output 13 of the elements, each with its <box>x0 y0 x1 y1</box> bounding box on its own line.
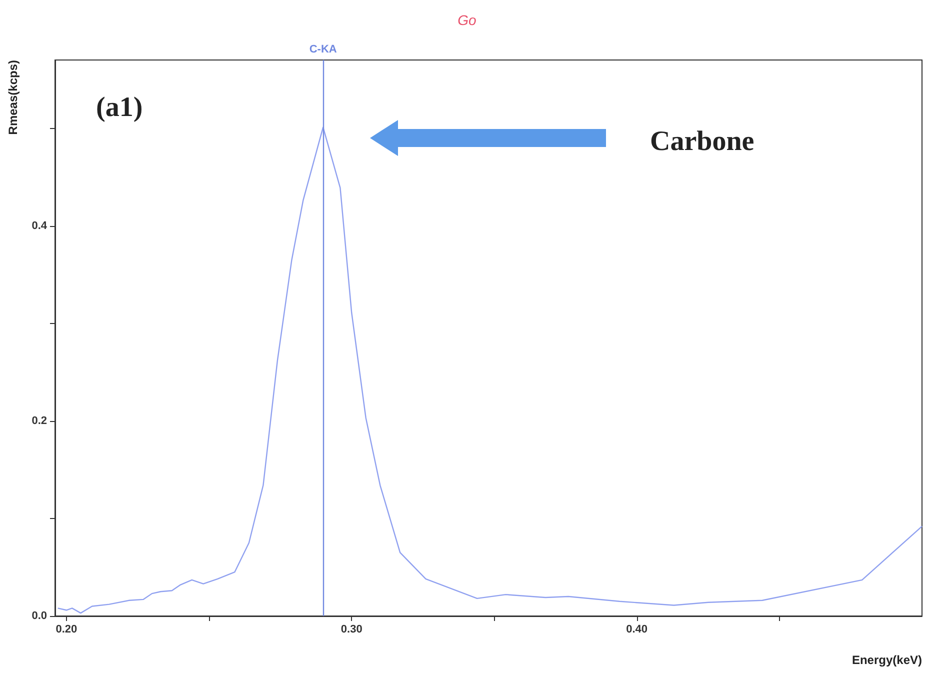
x-tick-label: 0.40 <box>626 624 648 636</box>
y-tick-label: 0.0 <box>32 610 47 622</box>
x-tick-label: 0.20 <box>56 624 78 636</box>
annotation: (a1) <box>96 92 143 124</box>
y-tick-label: 0.2 <box>32 414 47 427</box>
chart-title: Go <box>458 12 477 28</box>
annotation: Carbone <box>650 126 754 158</box>
x-tick-label: 0.30 <box>340 624 362 636</box>
ref-line-label: C-KA <box>309 44 337 56</box>
y-tick-label: 0.4 <box>32 220 48 232</box>
line-series <box>57 126 923 614</box>
x-axis-title: Energy(keV) <box>852 653 922 667</box>
y-axis-title: Rmeas(kcps) <box>6 60 20 135</box>
